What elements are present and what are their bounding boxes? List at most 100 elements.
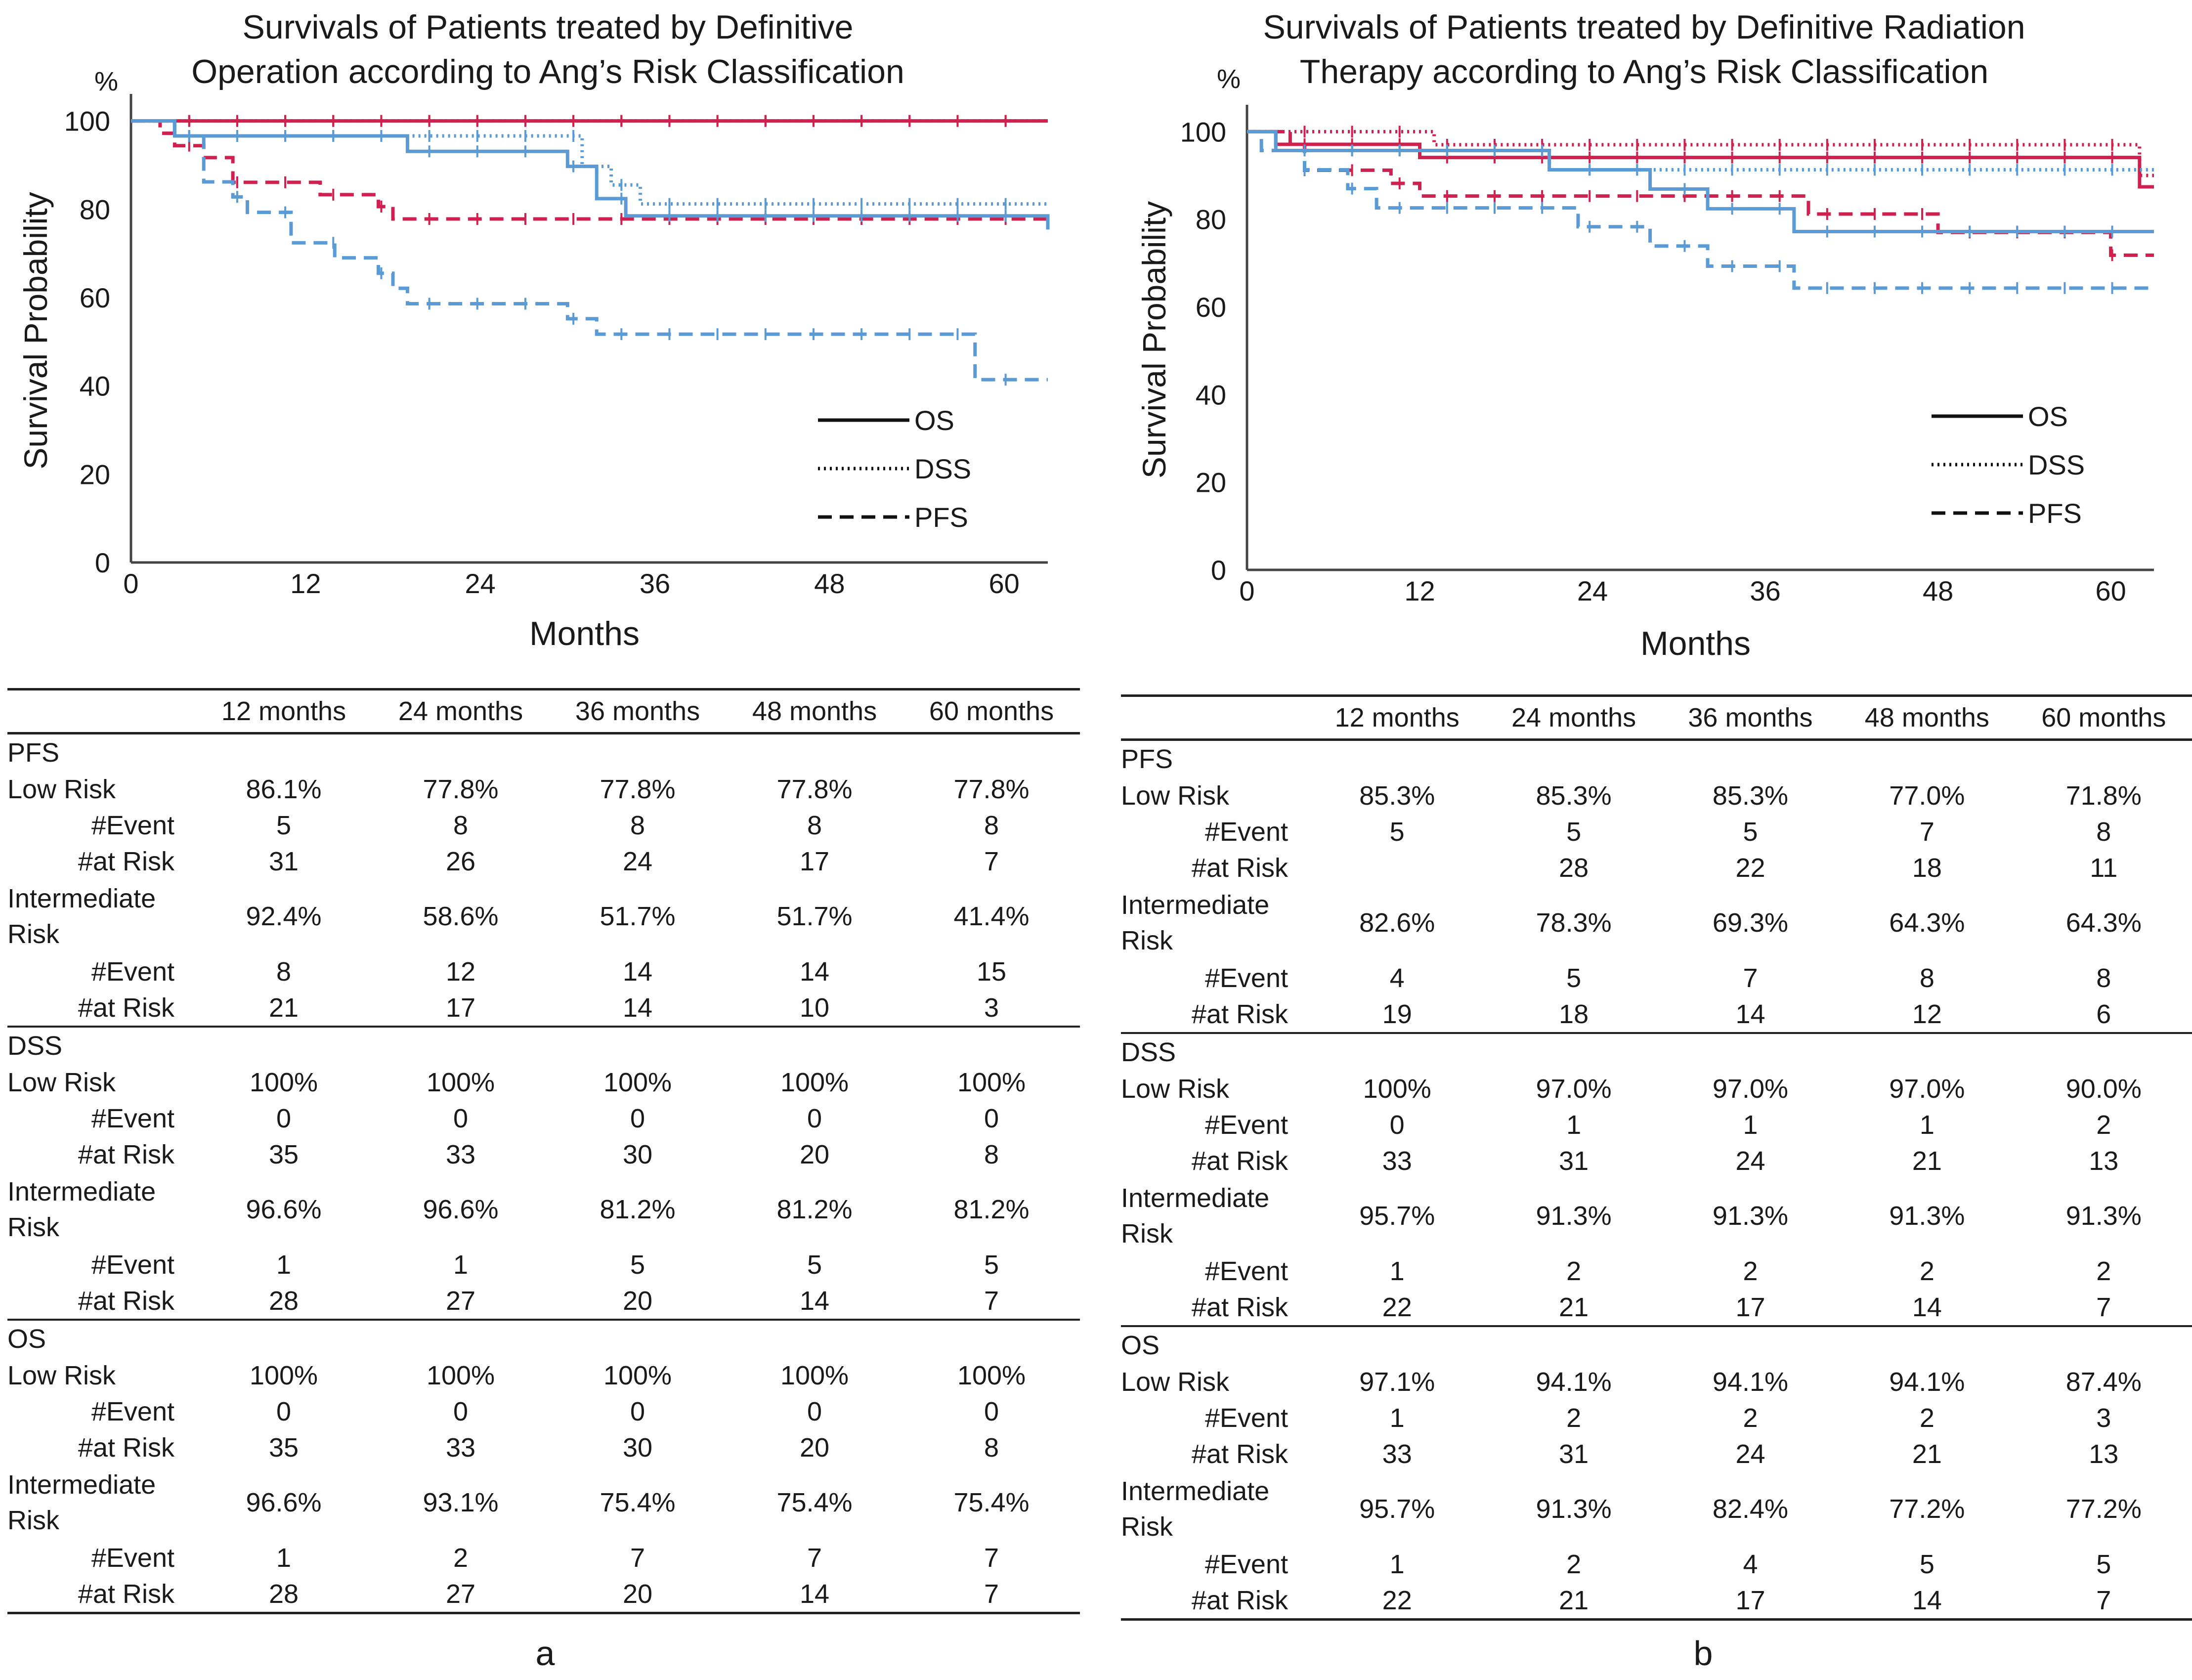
table-cell: 5: [1743, 817, 1758, 847]
table-cell: 91.3%: [1889, 1201, 1965, 1231]
at-risk-row: #at Risk 21 17 14 10 3: [7, 990, 1080, 1027]
table-cell: 8: [807, 810, 822, 840]
series-line-os-intermediate-risk: [131, 119, 1050, 230]
table-cell: 1: [1566, 1110, 1582, 1140]
series-line-pfs-low-risk: [131, 119, 1048, 221]
at-risk-row: #at Risk 22 21 17 14 7: [1121, 1289, 2192, 1326]
row-label: #Event: [91, 1249, 174, 1280]
header-corner: [1121, 694, 1309, 741]
x-tick-label: 48: [814, 568, 845, 599]
table-cell: 97.0%: [1536, 1074, 1612, 1104]
row-label: #Event: [1204, 1403, 1288, 1433]
table-cell: 0: [807, 1396, 822, 1426]
table-cell: 2: [1743, 1256, 1758, 1286]
table-cell: 14: [799, 956, 830, 987]
y-tick-label: 20: [1196, 467, 1226, 498]
y-axis-label: Survival Probability: [17, 192, 54, 469]
table-cell: 7: [984, 1543, 999, 1573]
y-tick-label: 20: [80, 459, 110, 490]
km-chart: 0 20 40 60 80 100 0 12 24 36 48 60% Survival Probabi…: [1136, 64, 2154, 662]
table-cell: 92.4%: [246, 902, 322, 931]
table-cell: 100%: [603, 1360, 672, 1390]
event-row: #Event 1 2 2 2 3: [1121, 1400, 2192, 1436]
table-cell: 0: [453, 1396, 469, 1426]
table-cell: 30: [622, 1432, 653, 1463]
table-cell: 24: [1735, 1439, 1765, 1469]
table-cell: 2: [1919, 1403, 1934, 1433]
legend-label-dss: DSS: [914, 453, 971, 484]
series-line-dss-intermediate-risk: [1247, 129, 2154, 172]
at-risk-row: #at Risk 19 18 14 12 6: [1121, 996, 2192, 1033]
y-tick-label: 60: [80, 282, 110, 313]
table-cell: 30: [622, 1139, 653, 1169]
table-cell: 2: [2096, 1256, 2111, 1286]
table-cell: 13: [2089, 1146, 2119, 1176]
series-line-pfs-intermediate-risk: [131, 119, 1048, 382]
table-cell: 33: [1382, 1146, 1412, 1176]
event-row: #Event 0 1 1 1 2: [1121, 1107, 2192, 1143]
table-cell: 2: [1566, 1549, 1582, 1579]
table-cell: 1: [1389, 1256, 1405, 1286]
y-tick-label: 80: [1196, 204, 1226, 235]
table-cell: 77.8%: [600, 774, 676, 804]
y-tick-label: 60: [1196, 292, 1226, 323]
row-label: Intermediate Risk: [1121, 1183, 1270, 1249]
column-header: 12 months: [1309, 694, 1486, 741]
column-header: 24 months: [1485, 694, 1662, 741]
table-cell: 64.3%: [1889, 908, 1965, 938]
table-cell: 1: [1389, 1549, 1405, 1579]
group-row: Intermediate Risk 82.6% 78.3% 69.3% 64.3% 64.…: [1121, 886, 2192, 960]
table-cell: 3: [984, 992, 999, 1023]
table-cell: 94.1%: [1889, 1367, 1965, 1397]
table-cell: 94.1%: [1712, 1367, 1789, 1397]
table-cell: 17: [1662, 1582, 1839, 1621]
table-cell: 97.0%: [1889, 1074, 1965, 1104]
row-label: #Event: [1204, 1256, 1288, 1286]
row-label: OS: [7, 1319, 195, 1357]
table-cell: 20: [799, 1139, 830, 1169]
header-corner: [7, 688, 195, 734]
row-label: #Event: [91, 1543, 174, 1573]
table-cell: 7: [903, 1576, 1080, 1614]
table-cell: 69.3%: [1712, 908, 1789, 938]
table-cell: 27: [445, 1286, 476, 1316]
row-label: #at Risk: [78, 992, 174, 1023]
group-row: Low Risk 97.1% 94.1% 94.1% 94.1% 87.4%: [1121, 1364, 2192, 1400]
row-label: #at Risk: [78, 1432, 174, 1463]
legend-label-os: OS: [2028, 401, 2068, 432]
table-cell: 21: [1559, 1292, 1589, 1322]
group-row: Low Risk 85.3% 85.3% 85.3% 77.0% 71.8%: [1121, 777, 2192, 814]
table-cell: 85.3%: [1712, 780, 1789, 811]
column-header: 60 months: [2015, 694, 2192, 741]
legend-label-pfs: PFS: [2028, 498, 2082, 529]
table-cell: 0: [276, 1103, 292, 1133]
table-cell: 4: [1389, 963, 1405, 993]
series-line-pfs-intermediate-risk: [1247, 129, 2154, 290]
table-cell: 0: [807, 1103, 822, 1133]
row-label: PFS: [1121, 744, 1173, 774]
row-label: #Event: [91, 810, 174, 840]
table-cell: 81.2%: [600, 1195, 676, 1224]
group-row: Low Risk 100% 100% 100% 100% 100%: [7, 1357, 1080, 1393]
row-label: #at Risk: [78, 846, 174, 876]
table-cell: 14: [622, 956, 653, 987]
at-risk-row: #at Risk 28 27 20 14 7: [7, 1576, 1080, 1614]
table-cell: 41.4%: [953, 902, 1030, 931]
table-cell: 7: [807, 1543, 822, 1573]
at-risk-row: #at Risk 35 33 30 20 8: [7, 1429, 1080, 1465]
table-cell: 11: [2090, 853, 2118, 883]
table-cell: 14: [622, 992, 653, 1023]
table-cell: 91.3%: [1536, 1201, 1612, 1231]
at-risk-row: #at Risk 33 31 24 21 13: [1121, 1436, 2192, 1472]
y-axis-label: Survival Probability: [1136, 201, 1172, 478]
metric-row: PFS: [1121, 740, 2192, 778]
y-tick-label: 40: [80, 371, 110, 402]
table-cell: 7: [984, 846, 999, 876]
table-cell: 8: [630, 810, 645, 840]
table-cell: 58.6%: [423, 902, 499, 931]
table-cell: 0: [276, 1396, 292, 1426]
table-cell: 35: [268, 1139, 299, 1169]
table-cell: 2: [1919, 1256, 1934, 1286]
table-cell: [1309, 850, 1485, 886]
table-cell: 64.3%: [2065, 908, 2142, 938]
